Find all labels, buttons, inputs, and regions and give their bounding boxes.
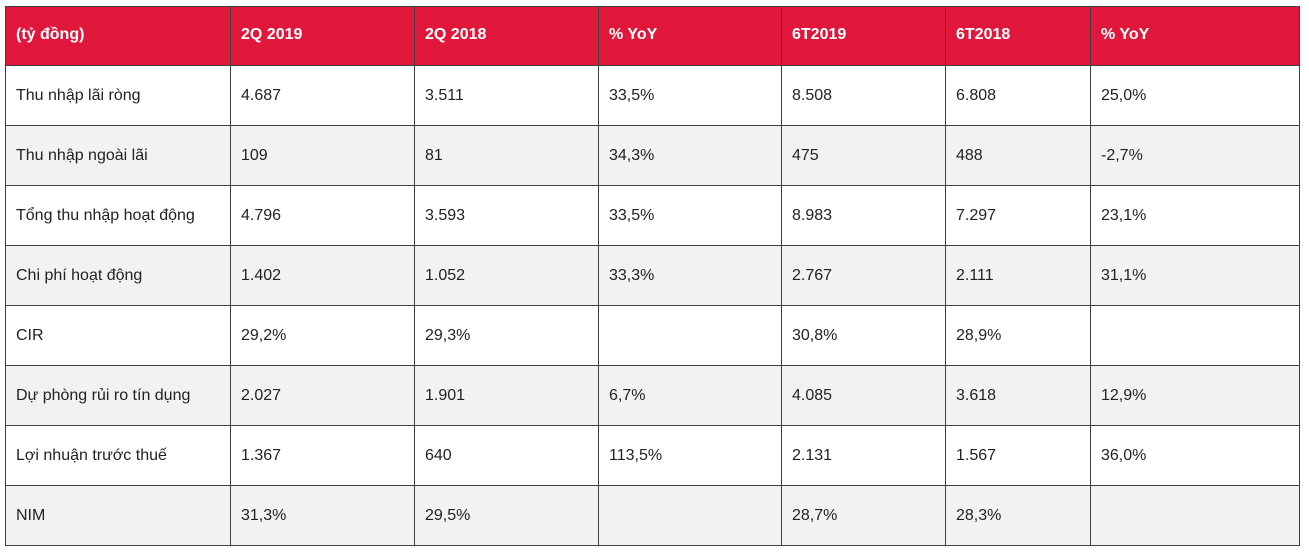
row-label: Chi phí hoạt động	[5, 245, 231, 306]
table-cell: 28,9%	[945, 305, 1091, 366]
table-cell: 36,0%	[1090, 425, 1300, 486]
row-label: Thu nhập ngoài lãi	[5, 125, 231, 186]
table-cell: 113,5%	[598, 425, 782, 486]
table-cell	[598, 485, 782, 546]
financial-results-table: (tỷ đồng) 2Q 2019 2Q 2018 % YoY 6T2019 6…	[5, 6, 1300, 546]
row-label: NIM	[5, 485, 231, 546]
table-cell: 8.983	[781, 185, 946, 246]
header-6t2018: 6T2018	[945, 6, 1091, 66]
row-label: CIR	[5, 305, 231, 366]
row-label: Dự phòng rủi ro tín dụng	[5, 365, 231, 426]
table-cell: 109	[230, 125, 415, 186]
table-cell: 33,5%	[598, 185, 782, 246]
header-6t2019: 6T2019	[781, 6, 946, 66]
table-cell: 2.027	[230, 365, 415, 426]
table-cell: 2.767	[781, 245, 946, 306]
table-row: Thu nhập lãi ròng 4.687 3.511 33,5% 8.50…	[5, 65, 1300, 126]
table-cell: 6,7%	[598, 365, 782, 426]
row-label: Thu nhập lãi ròng	[5, 65, 231, 126]
table-cell: 81	[414, 125, 599, 186]
row-label: Tổng thu nhập hoạt động	[5, 185, 231, 246]
table-cell: 28,7%	[781, 485, 946, 546]
table-cell: 25,0%	[1090, 65, 1300, 126]
table-row: Chi phí hoạt động 1.402 1.052 33,3% 2.76…	[5, 245, 1300, 306]
table-row: NIM 31,3% 29,5% 28,7% 28,3%	[5, 485, 1300, 546]
table-cell: 4.796	[230, 185, 415, 246]
table-cell: 2.131	[781, 425, 946, 486]
header-yoy-half: % YoY	[1090, 6, 1300, 66]
table-cell: 488	[945, 125, 1091, 186]
table-cell: 4.687	[230, 65, 415, 126]
table-cell	[598, 305, 782, 366]
table-cell: 31,3%	[230, 485, 415, 546]
table-row: CIR 29,2% 29,3% 30,8% 28,9%	[5, 305, 1300, 366]
table-cell: 1.567	[945, 425, 1091, 486]
table-cell	[1090, 305, 1300, 366]
table-row: Dự phòng rủi ro tín dụng 2.027 1.901 6,7…	[5, 365, 1300, 426]
table-row: Lợi nhuận trước thuế 1.367 640 113,5% 2.…	[5, 425, 1300, 486]
financial-table-container: (tỷ đồng) 2Q 2019 2Q 2018 % YoY 6T2019 6…	[5, 6, 1300, 546]
table-cell: 29,2%	[230, 305, 415, 366]
table-cell: 1.367	[230, 425, 415, 486]
header-yoy-quarter: % YoY	[598, 6, 782, 66]
table-cell: 31,1%	[1090, 245, 1300, 306]
table-cell: 1.901	[414, 365, 599, 426]
table-cell: 640	[414, 425, 599, 486]
header-2q-2019: 2Q 2019	[230, 6, 415, 66]
table-cell: 4.085	[781, 365, 946, 426]
header-unit: (tỷ đồng)	[5, 6, 231, 66]
header-row: (tỷ đồng) 2Q 2019 2Q 2018 % YoY 6T2019 6…	[5, 6, 1300, 66]
row-label: Lợi nhuận trước thuế	[5, 425, 231, 486]
table-cell: 29,3%	[414, 305, 599, 366]
table-cell: 475	[781, 125, 946, 186]
table-cell: -2,7%	[1090, 125, 1300, 186]
table-cell: 12,9%	[1090, 365, 1300, 426]
table-cell: 3.511	[414, 65, 599, 126]
table-cell: 3.593	[414, 185, 599, 246]
table-cell: 29,5%	[414, 485, 599, 546]
table-cell: 28,3%	[945, 485, 1091, 546]
table-cell: 8.508	[781, 65, 946, 126]
table-cell: 23,1%	[1090, 185, 1300, 246]
table-row: Tổng thu nhập hoạt động 4.796 3.593 33,5…	[5, 185, 1300, 246]
table-cell: 33,3%	[598, 245, 782, 306]
table-cell: 3.618	[945, 365, 1091, 426]
table-cell: 2.111	[945, 245, 1091, 306]
header-2q-2018: 2Q 2018	[414, 6, 599, 66]
table-cell: 33,5%	[598, 65, 782, 126]
table-row: Thu nhập ngoài lãi 109 81 34,3% 475 488 …	[5, 125, 1300, 186]
table-cell: 1.402	[230, 245, 415, 306]
table-cell: 6.808	[945, 65, 1091, 126]
table-cell: 7.297	[945, 185, 1091, 246]
table-cell: 30,8%	[781, 305, 946, 366]
table-cell: 1.052	[414, 245, 599, 306]
table-cell: 34,3%	[598, 125, 782, 186]
table-cell	[1090, 485, 1300, 546]
